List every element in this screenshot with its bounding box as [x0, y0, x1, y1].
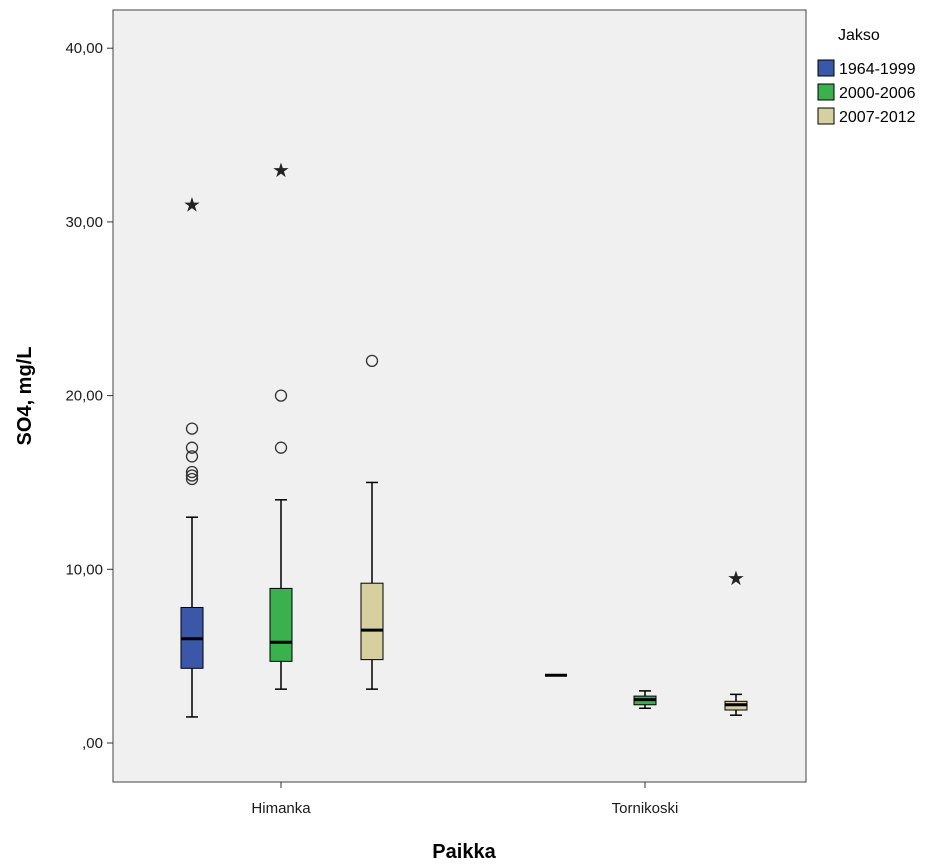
outlier-point	[274, 441, 288, 454]
box-tornikoski-2007-2012: ★	[724, 566, 748, 716]
outlier-point	[185, 465, 199, 479]
outlier-point	[185, 472, 199, 486]
y-tick-label: 20,00	[65, 388, 103, 405]
x-tick-label: Himanka	[251, 800, 311, 817]
plot-area	[112, 9, 807, 783]
y-tick-label: 10,00	[65, 561, 103, 578]
boxes: ★ ★ ★	[180, 158, 748, 718]
legend-title: Jakso	[838, 27, 880, 44]
outlier-point	[365, 354, 379, 368]
legend-label: 2000-2006	[839, 85, 916, 102]
y-tick-label: 30,00	[65, 214, 103, 231]
box-himanka-1964-1999: ★	[180, 193, 204, 718]
iqr-box	[269, 587, 293, 662]
outlier-point	[274, 389, 288, 402]
legend-label: 2007-2012	[839, 109, 916, 126]
iqr-box	[360, 582, 384, 661]
outlier-point	[185, 469, 199, 482]
x-axis: Himanka Tornikoski	[251, 782, 678, 817]
box-himanka-2007-2012	[360, 354, 384, 690]
y-axis-title: SO4, mg/L	[14, 347, 36, 446]
legend: Jakso 1964-1999 2000-2006 2007-2012	[817, 27, 916, 126]
outlier-point	[185, 422, 199, 435]
y-axis: ,00 10,00 20,00 30,00 40,00	[65, 40, 113, 752]
y-tick-label: ,00	[82, 735, 103, 752]
legend-swatch	[817, 83, 835, 101]
outlier-point	[185, 441, 199, 454]
y-tick-label: 40,00	[65, 40, 103, 57]
legend-swatch	[817, 59, 835, 77]
box-himanka-2000-2006: ★	[269, 158, 293, 690]
box-tornikoski-2000-2006	[633, 690, 657, 710]
legend-swatch	[817, 107, 835, 125]
x-tick-label: Tornikoski	[612, 800, 679, 817]
extreme-point: ★	[727, 566, 745, 590]
extreme-point: ★	[183, 193, 201, 217]
outlier-point	[185, 450, 199, 463]
legend-label: 1964-1999	[839, 61, 916, 78]
extreme-point: ★	[272, 158, 290, 182]
x-axis-title: Paikka	[432, 841, 496, 863]
